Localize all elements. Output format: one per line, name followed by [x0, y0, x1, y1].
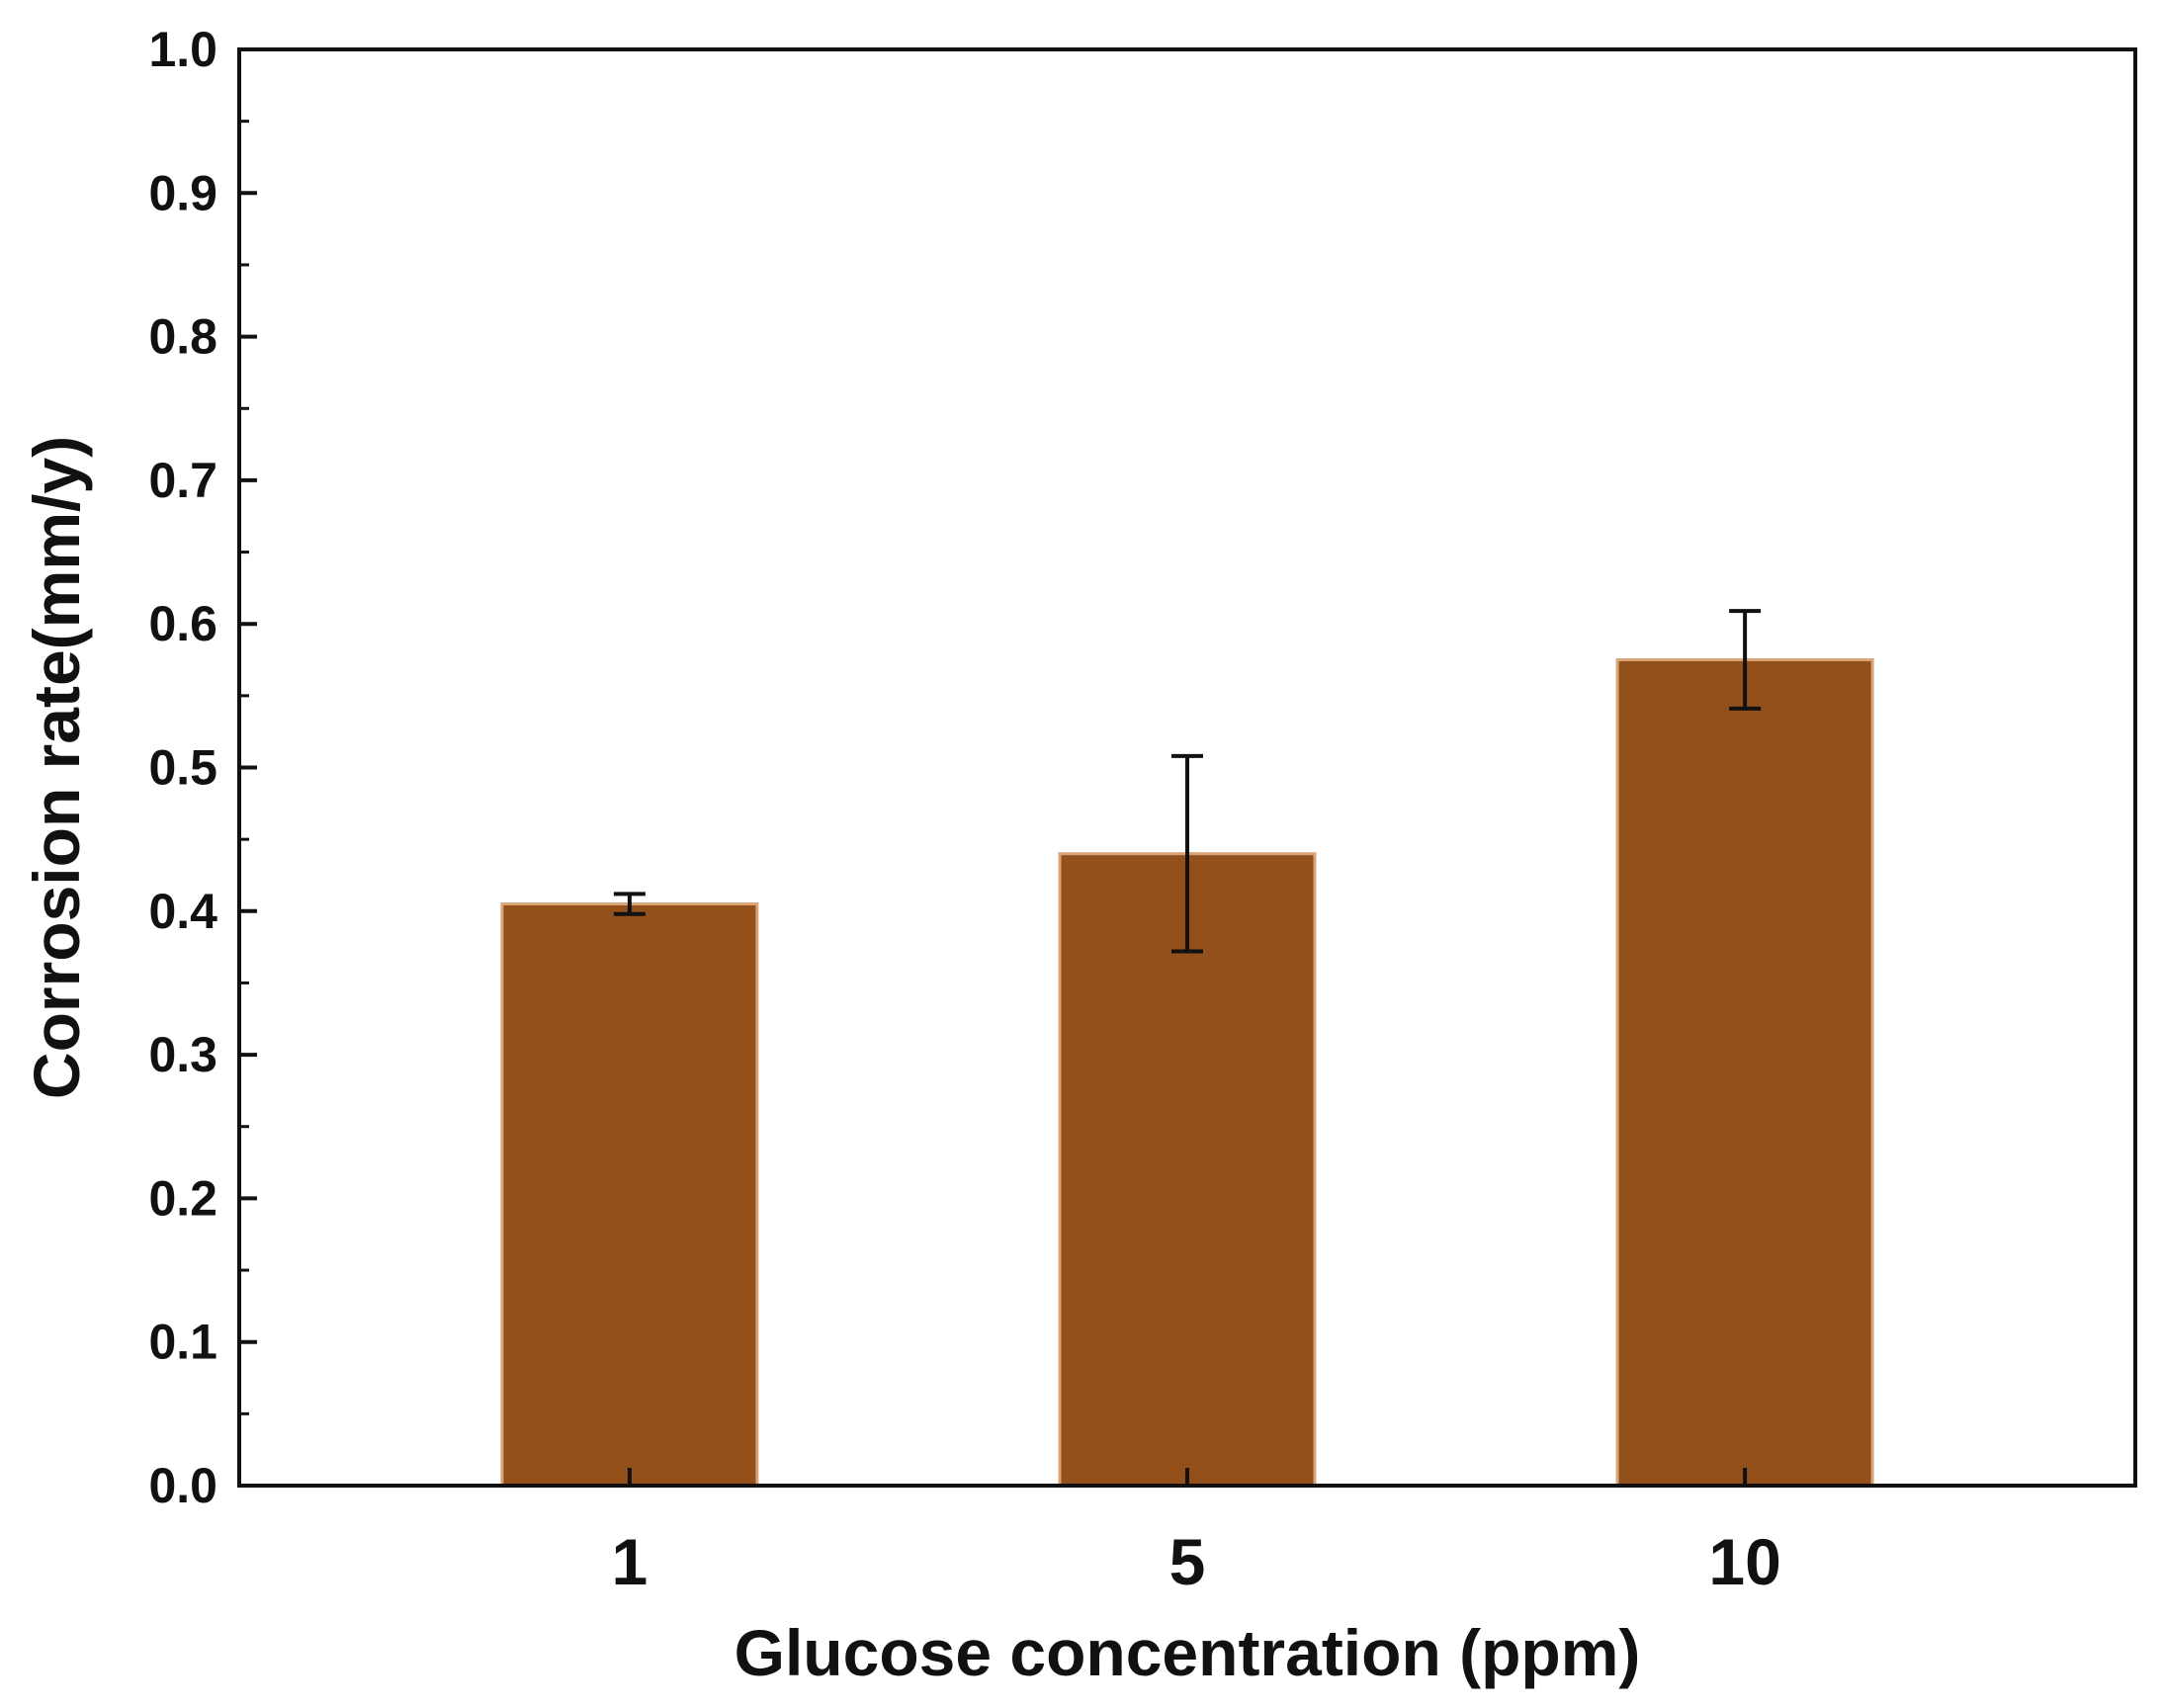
y-axis-ticks: 0.0 0.1 0.2 0.3 0.4 0.5 0.6 0.7 0.8 0.9 1.0: [148, 22, 257, 1513]
y-tick-label: 0.1: [148, 1315, 217, 1370]
y-tick-label: 0.3: [148, 1027, 217, 1082]
x-tick-label: 10: [1708, 1525, 1780, 1598]
bar-1: [500, 902, 759, 1488]
error-bars-layer: [613, 609, 1762, 954]
y-tick-label: 0.2: [148, 1170, 217, 1226]
y-tick-label: 0.4: [148, 884, 217, 939]
x-axis-title: Glucose concentration (ppm): [735, 1616, 1641, 1689]
bar-10: [1615, 658, 1874, 1488]
x-axis-ticks: 1 5 10: [612, 1468, 1781, 1598]
y-tick-label: 1.0: [148, 22, 217, 77]
y-tick-label: 0.9: [148, 165, 217, 220]
x-tick-label: 1: [612, 1525, 649, 1598]
x-tick-label: 5: [1169, 1525, 1206, 1598]
y-tick-label: 0.8: [148, 309, 217, 365]
y-axis-title: Corrosion rate(mm/y): [20, 436, 93, 1099]
y-tick-label: 0.0: [148, 1458, 217, 1513]
y-tick-label: 0.5: [148, 740, 217, 796]
y-tick-label: 0.7: [148, 453, 217, 508]
bar-5: [1058, 852, 1317, 1488]
y-tick-label: 0.6: [148, 596, 217, 651]
